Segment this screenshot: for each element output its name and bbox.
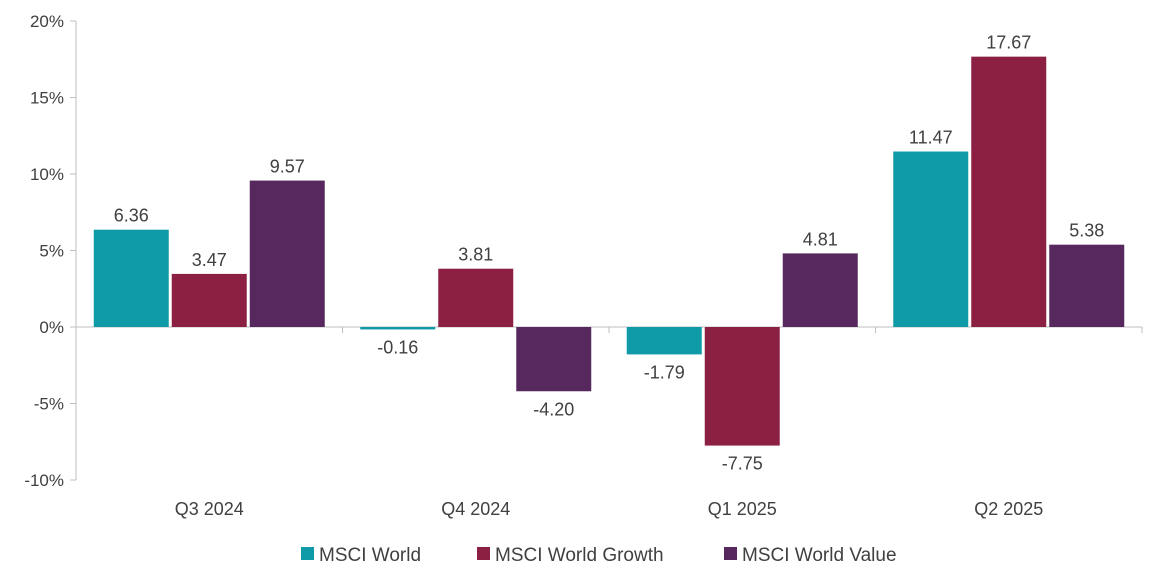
bar xyxy=(516,327,592,392)
legend-item: MSCI World xyxy=(301,545,421,566)
bars xyxy=(93,56,1125,446)
bar xyxy=(438,268,514,327)
data-label: 3.81 xyxy=(458,245,493,265)
y-tick-label: -5% xyxy=(34,395,64,414)
bar xyxy=(893,151,969,327)
legend-label: MSCI World Value xyxy=(742,545,897,566)
data-labels: 6.36 -0.16 -1.79 11.47 3.47 3.81 -7.75 17.67 9.5… xyxy=(114,33,1105,474)
legend-swatch xyxy=(301,547,314,560)
legend-swatch xyxy=(477,547,490,560)
x-axis: Q3 2024 Q4 2024 Q1 2025 Q2 2025 xyxy=(75,326,1143,519)
data-label: 5.38 xyxy=(1069,221,1104,241)
data-label: 4.81 xyxy=(803,229,838,249)
y-tick-label: 15% xyxy=(30,89,64,108)
data-label: -7.75 xyxy=(722,454,763,474)
bar xyxy=(1049,244,1125,327)
y-tick-label: 20% xyxy=(30,12,64,31)
bar xyxy=(782,253,858,327)
data-label: -4.20 xyxy=(533,399,574,419)
legend-item: MSCI World Value xyxy=(724,545,897,566)
bar xyxy=(93,229,169,327)
legend-item: MSCI World Growth xyxy=(477,545,664,566)
data-label: 11.47 xyxy=(909,128,953,148)
bar xyxy=(704,327,780,446)
data-label: -1.79 xyxy=(644,362,685,382)
legend: MSCI World MSCI World Growth MSCI World Va… xyxy=(301,545,897,566)
x-category-label: Q4 2024 xyxy=(441,499,510,519)
data-label: 9.57 xyxy=(270,157,305,177)
legend-label: MSCI World xyxy=(319,545,421,566)
bar xyxy=(360,327,436,330)
data-label: 6.36 xyxy=(114,206,149,226)
data-label: 3.47 xyxy=(192,250,227,270)
y-tick-label: 5% xyxy=(39,242,64,261)
bar xyxy=(626,327,702,355)
y-tick-label: 0% xyxy=(39,318,64,337)
data-label: -0.16 xyxy=(377,337,418,357)
bar xyxy=(971,56,1047,328)
y-axis: 20% 15% 10% 5% 0% -5% -10% xyxy=(24,12,77,490)
x-category-label: Q3 2024 xyxy=(175,499,244,519)
legend-label: MSCI World Growth xyxy=(495,545,664,566)
y-tick-label: 10% xyxy=(30,165,64,184)
x-category-label: Q2 2025 xyxy=(974,499,1043,519)
bar xyxy=(249,180,325,327)
x-category-label: Q1 2025 xyxy=(708,499,777,519)
legend-swatch xyxy=(724,547,737,560)
y-tick-label: -10% xyxy=(24,471,64,490)
data-label: 17.67 xyxy=(986,33,1031,53)
bar xyxy=(171,273,247,327)
